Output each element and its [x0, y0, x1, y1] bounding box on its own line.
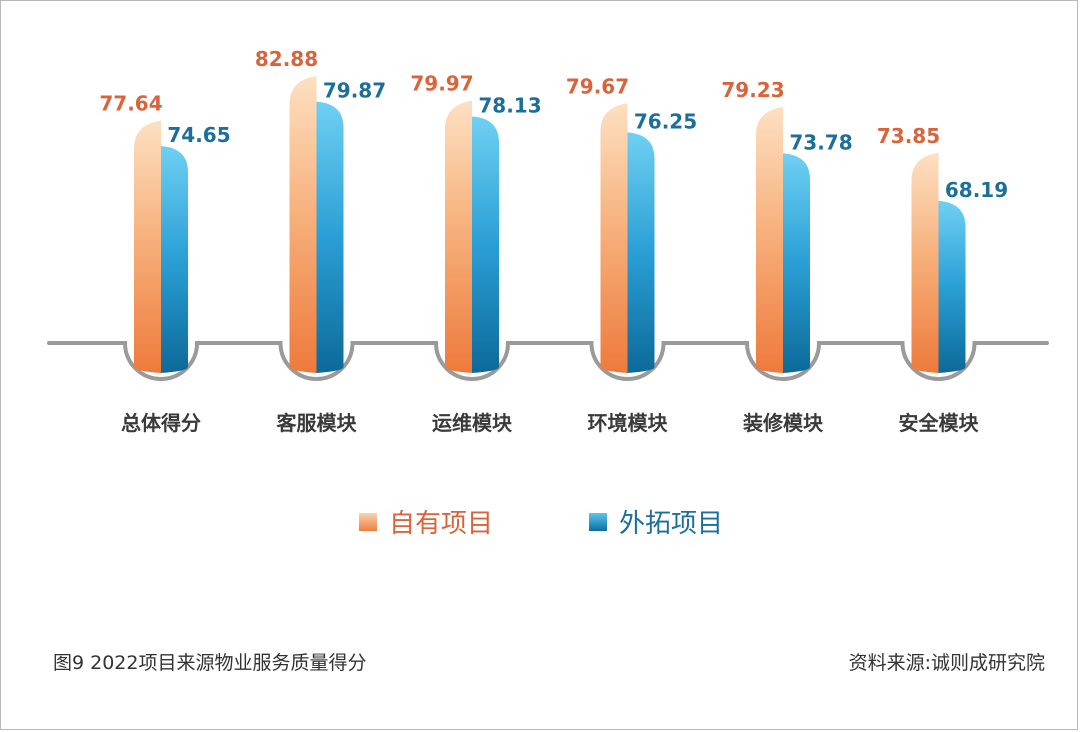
value-label-own-2: 79.97 [410, 72, 473, 96]
category-label-2: 运维模块 [432, 411, 513, 435]
bar-ext-5 [938, 200, 966, 373]
value-label-ext-4: 73.78 [789, 130, 852, 154]
value-label-own-1: 82.88 [255, 47, 318, 71]
baseline [47, 341, 1049, 381]
value-label-ext-3: 76.25 [634, 109, 697, 133]
category-label-5: 安全模块 [899, 411, 980, 435]
source-note: 资料来源:诚则成研究院 [848, 652, 1045, 674]
bar-ext-2 [472, 116, 499, 373]
value-label-ext-2: 78.13 [478, 93, 541, 117]
legend: 自有项目 外拓项目 [1, 503, 1080, 540]
value-label-own-3: 79.67 [566, 74, 629, 98]
bar-ext-3 [627, 132, 655, 373]
bar-own-1 [289, 76, 317, 373]
category-label-3: 环境模块 [588, 411, 669, 435]
legend-label-own: 自有项目 [388, 509, 493, 539]
bar-own-2 [445, 100, 472, 374]
value-label-own-0: 77.64 [99, 92, 162, 116]
bar-own-4 [756, 107, 783, 374]
category-label-0: 总体得分 [121, 411, 201, 435]
legend-swatch-own [358, 512, 377, 531]
value-label-ext-1: 79.87 [323, 79, 386, 103]
bar-own-5 [911, 152, 939, 373]
value-label-own-5: 73.85 [877, 124, 940, 148]
bar-ext-0 [161, 145, 188, 373]
bar-own-3 [600, 103, 628, 373]
legend-item-own: 自有项目 [358, 503, 493, 540]
legend-swatch-ext [589, 512, 607, 531]
legend-item-ext: 外拓项目 [589, 503, 723, 540]
category-label-4: 装修模块 [742, 411, 824, 435]
value-label-own-4: 79.23 [721, 78, 784, 102]
value-label-ext-5: 68.19 [945, 178, 1008, 202]
figure-caption: 图9 2022项目来源物业服务质量得分 [53, 652, 367, 674]
value-label-ext-0: 74.65 [167, 123, 230, 147]
category-label-1: 客服模块 [276, 411, 358, 435]
bar-ext-1 [316, 101, 344, 374]
legend-label-ext: 外拓项目 [619, 509, 724, 539]
bar-own-0 [134, 120, 161, 373]
bar-ext-4 [783, 153, 810, 373]
